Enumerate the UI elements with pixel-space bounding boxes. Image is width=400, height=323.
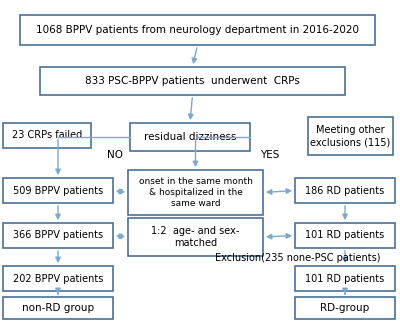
FancyBboxPatch shape	[3, 266, 113, 291]
Text: 101 RD patients: 101 RD patients	[305, 231, 385, 241]
FancyBboxPatch shape	[308, 117, 393, 155]
FancyBboxPatch shape	[128, 218, 263, 256]
Text: YES: YES	[260, 150, 280, 160]
Text: Meeting other
exclusions (115): Meeting other exclusions (115)	[310, 125, 391, 147]
FancyBboxPatch shape	[295, 266, 395, 291]
Text: non-RD group: non-RD group	[22, 303, 94, 313]
FancyBboxPatch shape	[3, 223, 113, 248]
Text: onset in the same month
& hospitalized in the
same ward: onset in the same month & hospitalized i…	[138, 177, 252, 208]
FancyBboxPatch shape	[295, 223, 395, 248]
Text: 1:2  age- and sex-
matched: 1:2 age- and sex- matched	[151, 226, 240, 248]
Text: 186 RD patients: 186 RD patients	[305, 185, 385, 195]
Text: 1068 BPPV patients from neurology department in 2016-2020: 1068 BPPV patients from neurology depart…	[36, 25, 359, 35]
FancyBboxPatch shape	[3, 123, 91, 148]
Text: RD-group: RD-group	[320, 303, 370, 313]
Text: residual dizziness: residual dizziness	[144, 132, 236, 142]
FancyBboxPatch shape	[40, 67, 345, 95]
FancyBboxPatch shape	[128, 170, 263, 215]
Text: Exclusion(235 none-PSC patients): Exclusion(235 none-PSC patients)	[215, 253, 380, 263]
Text: 366 BPPV patients: 366 BPPV patients	[13, 231, 103, 241]
FancyBboxPatch shape	[20, 15, 375, 45]
Text: 202 BPPV patients: 202 BPPV patients	[13, 274, 103, 284]
Text: 23 CRPs failed: 23 CRPs failed	[12, 130, 82, 141]
Text: 833 PSC-BPPV patients  underwent  CRPs: 833 PSC-BPPV patients underwent CRPs	[85, 76, 300, 86]
FancyBboxPatch shape	[130, 123, 250, 151]
FancyBboxPatch shape	[295, 178, 395, 203]
FancyBboxPatch shape	[295, 297, 395, 319]
FancyBboxPatch shape	[3, 178, 113, 203]
Text: NO: NO	[107, 150, 123, 160]
Text: 509 BPPV patients: 509 BPPV patients	[13, 185, 103, 195]
Text: 101 RD patients: 101 RD patients	[305, 274, 385, 284]
FancyBboxPatch shape	[3, 297, 113, 319]
